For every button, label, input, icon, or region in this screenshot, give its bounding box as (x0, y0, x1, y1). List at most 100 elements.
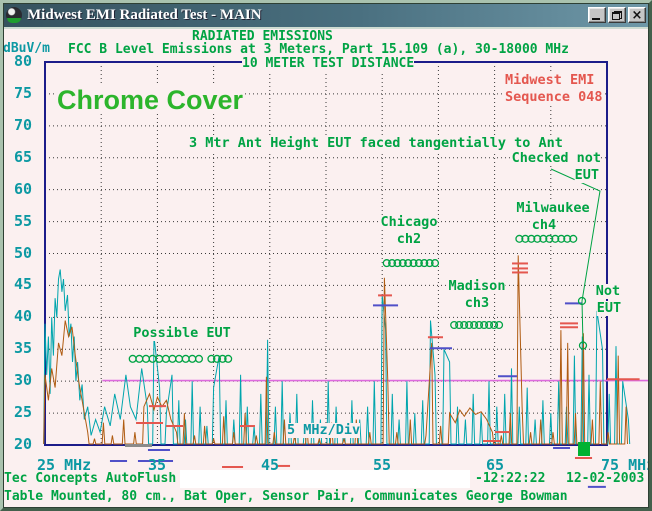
annotation-checked-not-line2: EUT (574, 167, 599, 183)
milwaukee-marks (527, 234, 536, 243)
annotation-chrome-cover: Chrome Cover (57, 85, 244, 115)
leader-line (550, 168, 601, 345)
milwaukee-marks (557, 234, 566, 243)
annotation-milwaukee-line2: ch4 (531, 217, 557, 233)
chicago-marks (388, 259, 397, 268)
plot-border (44, 61, 608, 446)
milwaukee-marks (545, 234, 554, 243)
erased-region (180, 470, 470, 488)
madison-marks (465, 320, 474, 330)
annotation-milwaukee-line1: Milwaukee (516, 200, 590, 216)
chicago-marks (414, 259, 423, 268)
possible-eut-marks-1 (135, 354, 144, 363)
window-title: Midwest EMI Radiated Test - MAIN (27, 6, 262, 23)
possible-eut-marks-1 (168, 354, 177, 363)
possible-eut-marks-2 (218, 354, 227, 363)
chart-heading: RADIATED EMISSIONS (192, 29, 333, 44)
madison-marks (460, 320, 469, 330)
y-tick-70: 70 (13, 115, 32, 134)
chicago-marks (382, 259, 391, 268)
possible-eut-marks-2 (207, 354, 216, 363)
app-icon (6, 7, 22, 23)
possible-eut-marks-1 (155, 354, 164, 363)
annotation-madison-line2: ch3 (464, 295, 490, 311)
madison-marks (495, 320, 504, 330)
possible-eut-marks-1 (148, 354, 157, 363)
chicago-marks (398, 259, 407, 268)
annotation-midwest-emi-line2: Sequence 048 (505, 89, 603, 105)
annotation-midwest-emi-line1: Midwest EMI (505, 72, 595, 88)
possible-eut-marks-1 (181, 354, 190, 363)
y-tick-65: 65 (13, 147, 32, 166)
y-tick-80: 80 (13, 52, 32, 70)
annotation-chicago-line1: Chicago (380, 214, 438, 230)
y-tick-20: 20 (13, 435, 32, 453)
possible-eut-marks-2 (212, 354, 222, 363)
annotation-not-eut-line1: Not (595, 283, 621, 299)
possible-eut-marks-1 (141, 354, 151, 363)
minimize-icon (592, 18, 600, 20)
possible-eut-marks-1 (128, 354, 137, 363)
annotation-div-note: 5 MHz/Div (287, 422, 361, 438)
chicago-marks (404, 259, 413, 268)
trace-sensor-a-teal (43, 269, 631, 445)
point-circle (577, 296, 587, 306)
chicago-marks (425, 259, 434, 268)
milwaukee-marks (515, 234, 524, 243)
milwaukee-marks (563, 234, 572, 243)
y-tick-60: 60 (13, 179, 32, 198)
possible-eut-marks-1 (161, 354, 170, 363)
eut-block-marker (578, 442, 590, 456)
title-bar[interactable]: Midwest EMI Radiated Test - MAIN × (3, 3, 649, 29)
annotation-ant-height-note: 3 Mtr Ant Height EUT faced tangentially … (189, 135, 563, 151)
y-tick-50: 50 (13, 243, 32, 262)
trace-sensor-b-brown (43, 255, 628, 445)
y-tick-30: 30 (13, 371, 32, 390)
test-distance-note: 10 METER TEST DISTANCE (242, 56, 415, 71)
window-controls: × (588, 7, 646, 23)
madison-marks (490, 320, 499, 330)
possible-eut-marks-1 (175, 354, 184, 363)
y-tick-35: 35 (13, 339, 32, 358)
milwaukee-marks (551, 234, 560, 243)
chicago-marks (393, 259, 402, 268)
x-tick-65: 65 (485, 456, 505, 474)
minimize-button[interactable] (588, 7, 606, 23)
madison-marks (470, 320, 479, 330)
annotation-chicago-line2: ch2 (396, 231, 422, 247)
restore-button[interactable] (608, 7, 626, 23)
madison-marks (450, 320, 459, 330)
milwaukee-marks (533, 234, 542, 243)
point-circle (578, 341, 588, 350)
annotation-possible-eut-label: Possible EUT (133, 325, 231, 341)
madison-marks (455, 320, 464, 330)
chicago-marks (409, 259, 418, 268)
possible-eut-marks-2 (224, 354, 233, 363)
x-tick-45: 45 (260, 456, 280, 474)
close-button[interactable]: × (628, 7, 646, 23)
madison-marks (485, 320, 494, 330)
y-tick-40: 40 (13, 307, 32, 326)
restore-icon (612, 10, 622, 20)
madison-marks (475, 320, 484, 330)
y-tick-45: 45 (13, 275, 32, 294)
milwaukee-marks (521, 234, 530, 243)
chart-subheading: FCC B Level Emissions at 3 Meters, Part … (68, 42, 569, 57)
x-tick-25-mhz: 25 MHz (37, 456, 92, 474)
y-axis-unit-label: dBuV/m (3, 41, 50, 56)
chicago-marks (420, 259, 429, 268)
madison-marks (480, 320, 489, 330)
chicago-marks (430, 259, 440, 268)
status-left: Tec Concepts AutoFlush (4, 471, 177, 486)
status-description: Table Mounted, 80 cm., Bat Oper, Sensor … (4, 489, 568, 504)
y-tick-55: 55 (13, 211, 32, 230)
possible-eut-marks-1 (188, 354, 197, 363)
x-tick-75-mhz: 75 MHz (601, 456, 652, 474)
x-tick-55: 55 (372, 456, 392, 474)
status-date: 12-02-2003 (566, 471, 645, 486)
possible-eut-marks-1 (194, 354, 204, 363)
status-time: -12:22:22 (475, 471, 546, 486)
close-icon: × (631, 7, 643, 23)
y-tick-75: 75 (13, 83, 32, 102)
